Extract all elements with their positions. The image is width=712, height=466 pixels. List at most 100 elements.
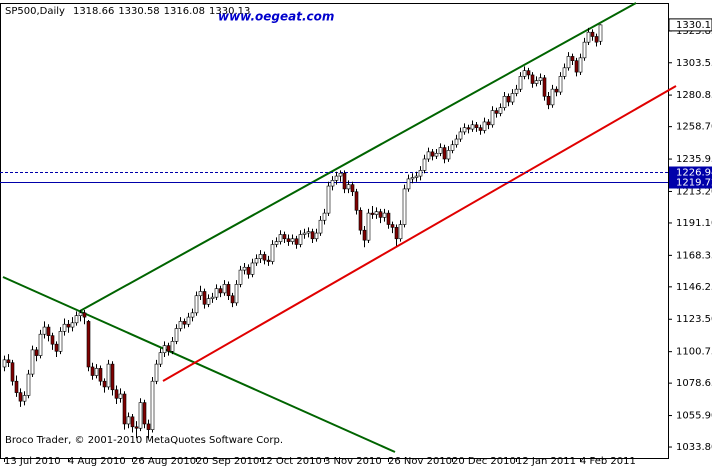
candle-body xyxy=(498,107,503,114)
candle-body xyxy=(22,395,27,402)
candle-body xyxy=(346,184,351,190)
candle-body xyxy=(310,231,315,240)
candle-body xyxy=(218,288,223,294)
y-tick-label: 1055.90 xyxy=(676,411,712,422)
y-tick-label: 1191.10 xyxy=(676,218,712,229)
candle-body xyxy=(238,269,243,285)
candle-body xyxy=(354,191,359,211)
candle-body xyxy=(130,416,135,428)
candle-body xyxy=(418,170,423,177)
candles xyxy=(2,24,603,439)
x-tick-label: 12 Oct 2010 xyxy=(260,456,322,466)
x-tick-label: 13 Jul 2010 xyxy=(4,456,61,466)
candle-body xyxy=(394,227,399,240)
candle-body xyxy=(214,288,219,298)
candle-body xyxy=(522,70,527,77)
y-tick-label: 1325.85 xyxy=(676,26,712,37)
candle-body xyxy=(2,359,7,368)
candle-body xyxy=(114,389,119,399)
candle-body xyxy=(26,373,31,396)
candle-body xyxy=(598,24,603,42)
candle-body xyxy=(166,345,171,352)
candle-body xyxy=(526,70,531,76)
candle-body xyxy=(562,67,567,77)
candle-body xyxy=(330,180,335,187)
candle-body xyxy=(38,333,43,356)
candle-body xyxy=(290,238,295,242)
candle-body xyxy=(342,172,347,190)
candle-body xyxy=(102,380,107,388)
candle-body xyxy=(54,343,59,352)
candle-body xyxy=(250,262,255,275)
candle-body xyxy=(366,212,371,241)
candle-body xyxy=(334,175,339,181)
x-tick-label: 26 Aug 2010 xyxy=(132,456,196,466)
candle-body xyxy=(162,345,167,354)
candle-body xyxy=(306,231,311,234)
candle-body xyxy=(398,224,403,240)
price-label-box xyxy=(669,166,712,179)
price-label: 1226.94 xyxy=(676,168,712,179)
candle-body xyxy=(450,144,455,151)
candle-body xyxy=(226,284,231,297)
candle-body xyxy=(138,402,143,429)
candle-body xyxy=(78,312,83,316)
candle-body xyxy=(234,284,239,304)
candle-body xyxy=(406,178,411,190)
x-tick-label: 20 Sep 2010 xyxy=(196,456,259,466)
candle-body xyxy=(350,184,355,193)
candle-body xyxy=(258,254,263,260)
candle-body xyxy=(422,158,427,171)
candle-body xyxy=(294,238,299,245)
candle-body xyxy=(266,259,271,262)
candle-body xyxy=(46,326,51,336)
candle-body xyxy=(530,74,535,84)
candle-body xyxy=(86,321,91,368)
candle-body xyxy=(62,323,67,332)
candle-body xyxy=(414,175,419,178)
candle-body xyxy=(338,172,343,177)
candle-body xyxy=(242,266,247,271)
candle-body xyxy=(14,380,19,393)
candle-body xyxy=(10,362,15,382)
candle-body xyxy=(434,152,439,157)
candle-body xyxy=(382,212,387,218)
candle-body xyxy=(302,232,307,235)
candle-body xyxy=(194,295,199,314)
candle-body xyxy=(438,147,443,154)
y-tick-label: 1213.20 xyxy=(676,186,712,197)
y-tick-label: 1168.35 xyxy=(676,250,712,261)
candle-body xyxy=(34,349,39,356)
candle-body xyxy=(42,326,47,335)
candle-body xyxy=(150,380,155,430)
candle-body xyxy=(386,212,391,225)
copyright: Broco Trader, © 2001-2010 MetaQuotes Sof… xyxy=(5,435,283,446)
open: 1318.66 xyxy=(73,6,114,17)
header: SP500,Daily 1318.66 1330.58 1316.08 1330.13 xyxy=(5,6,250,17)
candle-body xyxy=(278,234,283,242)
candle-body xyxy=(18,392,23,402)
candle-body xyxy=(230,295,235,304)
candle-body xyxy=(134,426,139,429)
x-tick-label: 4 Aug 2010 xyxy=(68,456,126,466)
watermark: www.oegeat.com xyxy=(218,10,334,24)
y-tick-label: 1235.95 xyxy=(676,154,712,165)
candle-body xyxy=(390,224,395,228)
candle-body xyxy=(546,96,551,106)
candle-body xyxy=(58,331,63,352)
candle-body xyxy=(262,254,267,261)
candle-body xyxy=(502,96,507,109)
candle-body xyxy=(82,312,87,318)
candle-body xyxy=(594,36,599,43)
candle-body xyxy=(570,56,575,61)
candle-body xyxy=(582,41,587,59)
x-tick-label: 12 Jan 2011 xyxy=(516,456,576,466)
candle-body xyxy=(326,185,331,214)
candle-body xyxy=(298,234,303,245)
candle-body xyxy=(50,335,55,345)
candle-body xyxy=(6,359,11,363)
candle-body xyxy=(558,76,563,93)
candle-body xyxy=(318,219,323,234)
y-tick-label: 1303.55 xyxy=(676,58,712,69)
candle-body xyxy=(454,138,459,146)
